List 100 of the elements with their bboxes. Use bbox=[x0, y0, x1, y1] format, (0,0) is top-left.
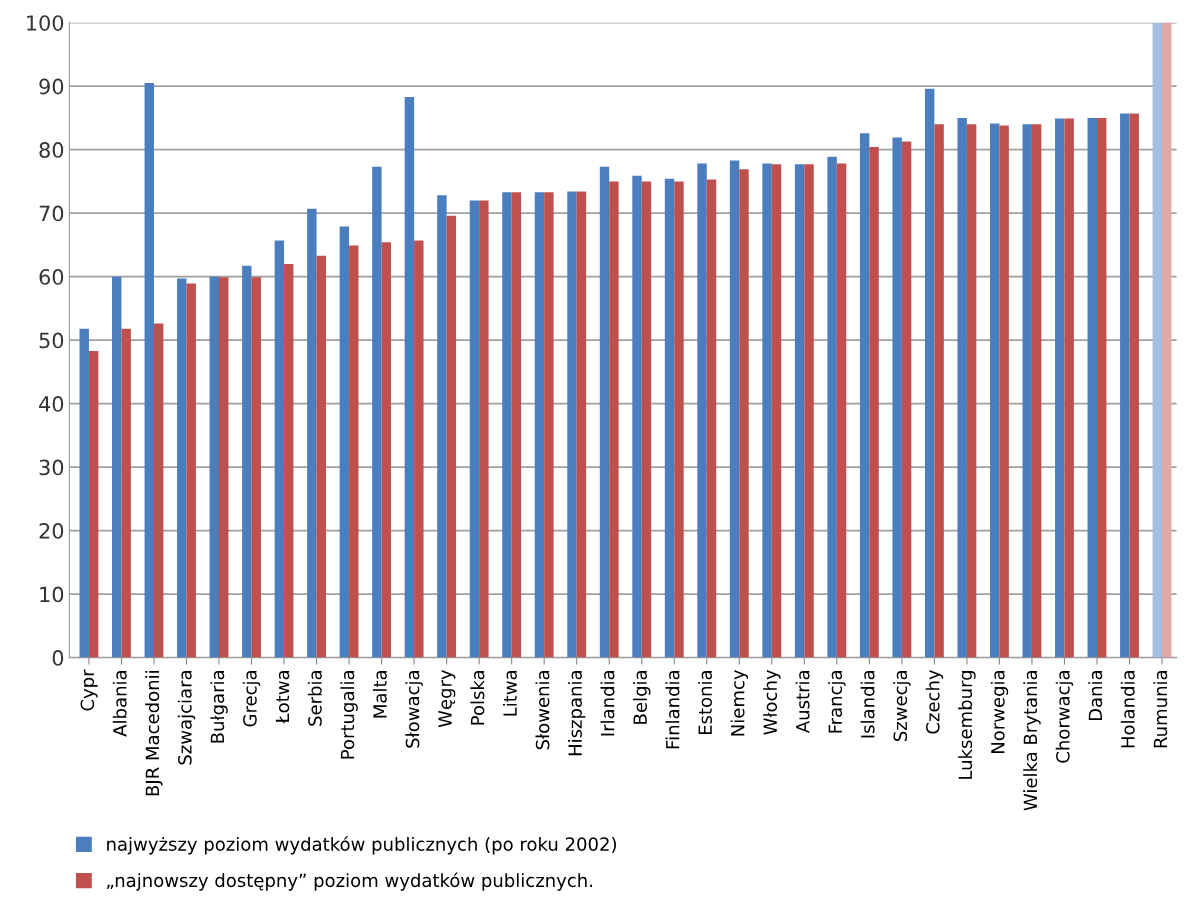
bar bbox=[990, 123, 1000, 658]
x-tick-label: Litwa bbox=[502, 671, 517, 716]
bar bbox=[469, 200, 480, 658]
bar bbox=[827, 156, 837, 658]
x-tick-label: Szwecja bbox=[893, 671, 911, 742]
y-tick-label: 10 bbox=[40, 586, 64, 603]
bar bbox=[762, 163, 772, 658]
bar bbox=[966, 124, 977, 658]
bar bbox=[177, 278, 187, 658]
y-tick-label: 90 bbox=[39, 78, 64, 95]
bar bbox=[404, 96, 415, 658]
x-tick-label: Cypr bbox=[80, 669, 98, 711]
bar bbox=[836, 163, 847, 658]
x-tick-label: Francja bbox=[828, 671, 846, 733]
bar bbox=[251, 277, 261, 658]
x-tick-label: Szwajciara bbox=[177, 671, 196, 765]
bar bbox=[706, 179, 717, 658]
x-tick-label: Malta bbox=[372, 671, 387, 718]
x-tick-label: Hiszpania bbox=[567, 671, 586, 756]
x-tick-label: Bułgaria bbox=[210, 671, 228, 743]
bar bbox=[349, 245, 359, 658]
bar bbox=[804, 164, 814, 658]
bar bbox=[892, 137, 902, 658]
bar bbox=[437, 195, 447, 658]
bar bbox=[697, 163, 707, 658]
x-tick-label: Holandia bbox=[1120, 671, 1135, 748]
bar bbox=[739, 169, 749, 658]
bar bbox=[414, 240, 424, 658]
x-tick-label: Estonia bbox=[698, 671, 713, 735]
x-tick-label: Islandia bbox=[860, 671, 875, 738]
bar bbox=[1152, 22, 1163, 658]
legend-label: „najnowszy dostępny” poziom wydatków publicznych. bbox=[107, 872, 592, 891]
bar bbox=[1120, 113, 1130, 658]
x-tick-label: Dania bbox=[1088, 671, 1103, 721]
x-tick-label: Serbia bbox=[307, 671, 322, 726]
bar bbox=[446, 215, 457, 658]
bar bbox=[316, 255, 326, 658]
bar bbox=[381, 242, 392, 658]
bar bbox=[771, 164, 782, 658]
bar bbox=[1096, 117, 1107, 658]
x-tick-label: Albania bbox=[112, 671, 127, 737]
bar bbox=[794, 164, 805, 658]
x-tick-label: Norwegia bbox=[990, 671, 1009, 754]
bar bbox=[609, 181, 619, 658]
bar bbox=[934, 124, 944, 658]
x-tick-label: Niemcy bbox=[730, 669, 749, 736]
x-tick-label: Polska bbox=[470, 671, 485, 725]
y-tick-label: 70 bbox=[39, 205, 64, 222]
bar bbox=[284, 263, 294, 658]
bar bbox=[121, 328, 131, 658]
x-tick-label: Irlandia bbox=[600, 671, 615, 736]
bar bbox=[144, 82, 154, 658]
y-tick-label: 80 bbox=[39, 142, 64, 158]
bar bbox=[339, 226, 350, 658]
bar bbox=[88, 350, 99, 658]
bar bbox=[664, 178, 675, 658]
bar bbox=[534, 192, 545, 658]
x-tick-label: Słowenia bbox=[535, 671, 550, 750]
bar bbox=[576, 191, 587, 658]
y-tick-label: 40 bbox=[39, 396, 64, 412]
y-tick-label: 60 bbox=[39, 269, 64, 285]
bar bbox=[511, 192, 522, 658]
bar bbox=[372, 166, 382, 658]
bar bbox=[479, 200, 489, 658]
x-tick-label: Austria bbox=[795, 671, 810, 734]
bar bbox=[859, 133, 870, 658]
bar bbox=[1087, 117, 1097, 658]
x-tick-label: Grecja bbox=[242, 671, 261, 727]
y-tick-label: 20 bbox=[39, 523, 64, 539]
x-tick-label: Węgry bbox=[438, 669, 456, 728]
x-tick-label: Czechy bbox=[925, 669, 944, 734]
x-tick-label: Włochy bbox=[763, 669, 781, 735]
y-tick-label: 100 bbox=[27, 15, 64, 31]
bar bbox=[274, 240, 285, 658]
bar bbox=[307, 208, 317, 658]
legend-label: najwyższy poziom wydatków publicznych (po roku 2002) bbox=[107, 836, 616, 855]
bar bbox=[544, 192, 554, 658]
x-tick-label: Wielka Brytania bbox=[1023, 671, 1041, 811]
bar bbox=[209, 276, 220, 658]
bar bbox=[901, 141, 912, 658]
y-tick-label: 0 bbox=[52, 650, 64, 666]
bar bbox=[632, 175, 642, 658]
x-tick-label: Portugalia bbox=[340, 671, 358, 759]
x-tick-label: Belgia bbox=[633, 671, 651, 724]
x-tick-label: Luksemburg bbox=[958, 671, 976, 779]
bar bbox=[186, 283, 196, 658]
bar bbox=[219, 277, 229, 658]
bar bbox=[1162, 22, 1172, 658]
x-tick-label: Rumunia bbox=[1153, 671, 1168, 748]
bar bbox=[1064, 118, 1074, 658]
bar bbox=[641, 181, 652, 658]
x-tick-label: Słowacja bbox=[405, 671, 423, 748]
bar bbox=[567, 191, 577, 658]
bar bbox=[153, 323, 164, 658]
y-tick-label: 50 bbox=[39, 332, 64, 349]
bar bbox=[1022, 124, 1032, 658]
bar bbox=[112, 276, 122, 658]
x-tick-label: BJR Macedonii bbox=[145, 671, 163, 796]
bar bbox=[599, 166, 610, 658]
bar bbox=[1031, 124, 1042, 658]
